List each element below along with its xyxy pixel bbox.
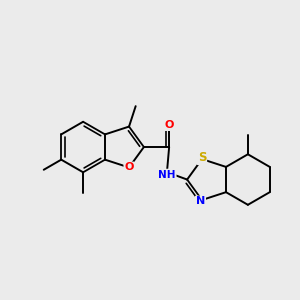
Text: S: S <box>198 151 206 164</box>
Text: N: N <box>196 196 205 206</box>
Text: O: O <box>164 120 174 130</box>
Text: NH: NH <box>158 169 176 180</box>
Text: O: O <box>124 163 134 172</box>
